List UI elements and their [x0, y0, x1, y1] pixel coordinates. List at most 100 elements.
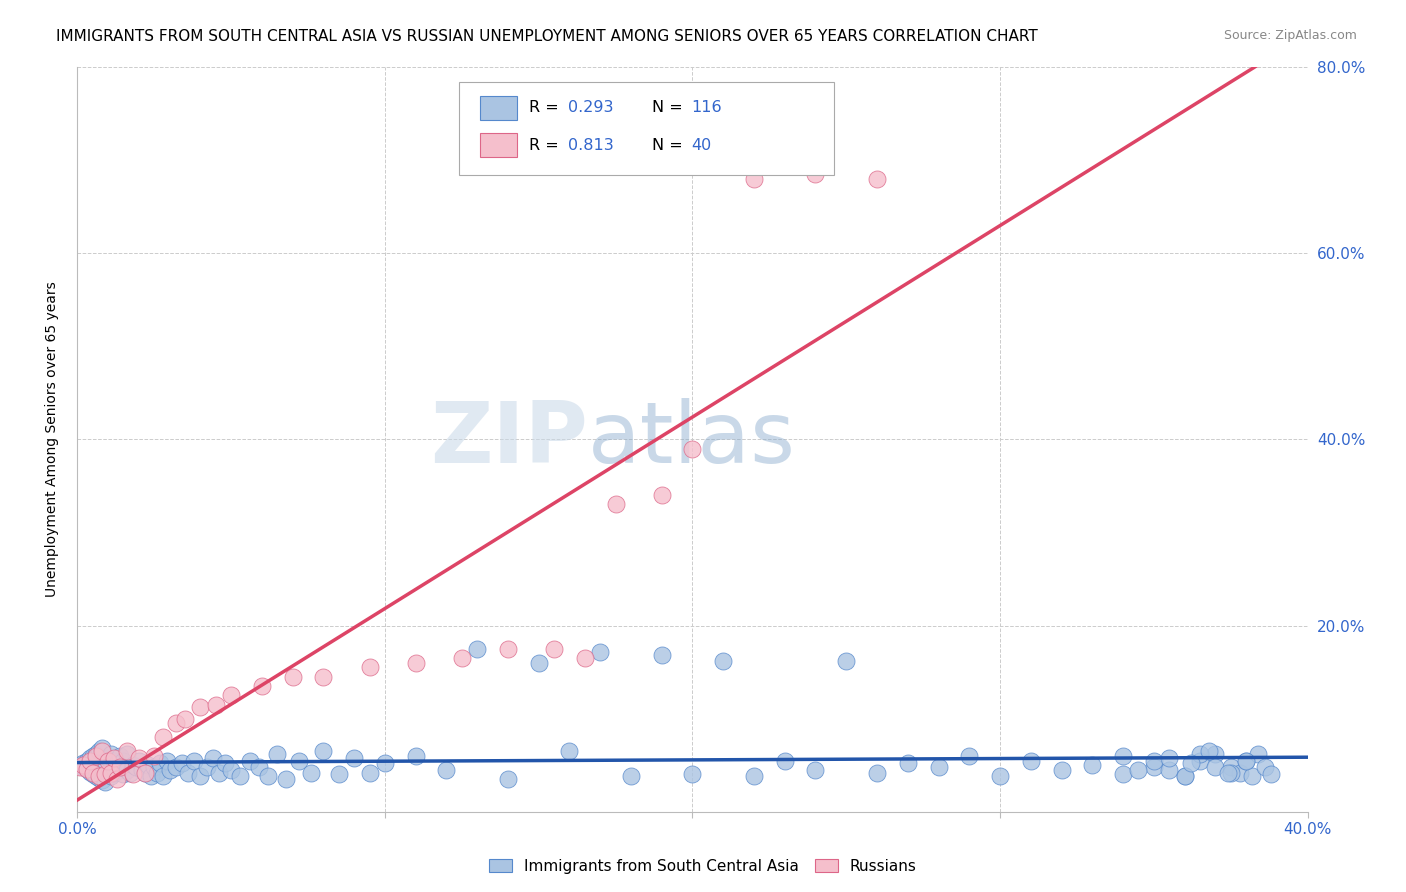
Point	[219, 763, 242, 777]
Legend: Immigrants from South Central Asia, Russians: Immigrants from South Central Asia, Russ…	[484, 853, 922, 880]
Text: 0.293: 0.293	[568, 101, 613, 115]
Point	[208, 765, 231, 780]
Point	[527, 656, 550, 670]
Point	[682, 767, 704, 781]
Point	[72, 758, 94, 772]
Point	[188, 769, 212, 783]
Point	[1112, 767, 1135, 781]
Point	[328, 767, 350, 781]
Point	[103, 754, 125, 768]
Point	[897, 756, 920, 771]
Point	[229, 769, 252, 783]
Point	[1204, 760, 1226, 774]
Point	[250, 679, 273, 693]
Point	[146, 765, 169, 780]
Point	[558, 744, 581, 758]
Point	[866, 171, 889, 186]
Point	[1112, 748, 1135, 763]
Point	[103, 765, 125, 780]
Point	[620, 769, 643, 783]
Point	[100, 747, 122, 761]
Point	[143, 748, 166, 763]
Point	[134, 765, 156, 780]
Point	[87, 744, 110, 758]
Point	[1159, 750, 1181, 764]
Point	[204, 698, 226, 712]
Point	[72, 760, 94, 774]
Point	[281, 670, 304, 684]
Point	[1159, 763, 1181, 777]
Point	[651, 648, 673, 663]
Point	[76, 762, 98, 776]
Point	[76, 754, 98, 768]
Point	[115, 763, 138, 777]
Point	[957, 748, 980, 763]
Point	[100, 769, 122, 783]
Point	[682, 442, 704, 456]
Text: N =: N =	[652, 137, 688, 153]
Point	[72, 756, 94, 771]
Point	[170, 756, 193, 771]
Point	[835, 654, 858, 668]
Point	[87, 769, 110, 783]
Point	[79, 750, 101, 764]
Point	[465, 641, 488, 656]
FancyBboxPatch shape	[479, 133, 516, 157]
Text: 40: 40	[692, 137, 711, 153]
Text: R =: R =	[529, 101, 564, 115]
Point	[359, 660, 381, 674]
Point	[496, 772, 519, 786]
Point	[97, 754, 120, 768]
FancyBboxPatch shape	[458, 82, 834, 175]
Point	[574, 651, 596, 665]
Point	[188, 700, 212, 714]
Point	[183, 754, 205, 768]
Text: ZIP: ZIP	[430, 398, 588, 481]
Point	[1198, 744, 1220, 758]
Point	[543, 641, 565, 656]
Point	[82, 766, 104, 780]
Point	[82, 765, 104, 780]
Point	[1143, 754, 1166, 768]
Point	[152, 769, 174, 783]
Point	[195, 760, 218, 774]
Point	[928, 760, 950, 774]
Text: R =: R =	[529, 137, 564, 153]
Point	[1216, 765, 1239, 780]
Point	[214, 756, 236, 771]
Point	[742, 769, 765, 783]
Point	[219, 689, 242, 703]
Point	[82, 748, 104, 763]
Point	[436, 763, 458, 777]
Point	[97, 767, 120, 781]
Point	[69, 758, 91, 772]
Point	[103, 750, 125, 764]
Point	[266, 747, 288, 761]
Point	[201, 750, 224, 764]
Point	[1174, 769, 1197, 783]
Point	[105, 772, 128, 786]
Point	[1019, 754, 1042, 768]
Point	[804, 763, 827, 777]
Point	[450, 651, 472, 665]
Point	[1188, 754, 1211, 768]
Point	[1081, 758, 1104, 772]
Point	[651, 488, 673, 502]
Point	[128, 750, 150, 764]
Point	[115, 744, 138, 758]
Point	[239, 754, 262, 768]
Point	[288, 754, 311, 768]
Point	[79, 764, 101, 779]
Point	[121, 767, 143, 781]
Point	[90, 773, 114, 788]
Point	[1229, 765, 1251, 780]
Point	[69, 760, 91, 774]
FancyBboxPatch shape	[479, 96, 516, 120]
Y-axis label: Unemployment Among Seniors over 65 years: Unemployment Among Seniors over 65 years	[45, 282, 59, 597]
Point	[1219, 760, 1241, 774]
Point	[128, 754, 150, 768]
Point	[1050, 763, 1073, 777]
Point	[84, 748, 107, 763]
Point	[1188, 747, 1211, 761]
Point	[177, 765, 200, 780]
